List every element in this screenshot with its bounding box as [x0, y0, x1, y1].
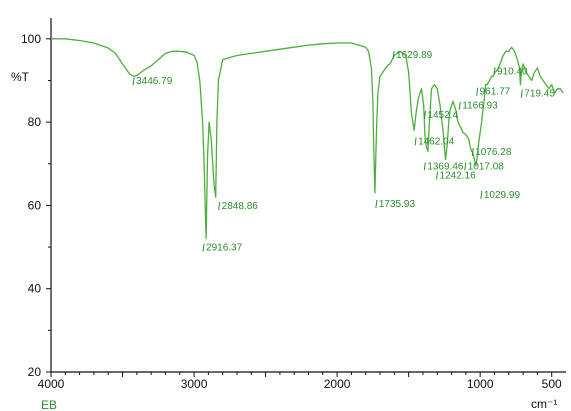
peak-annotation: 1076.28 — [471, 147, 512, 158]
peak-annotation: 910.40 — [493, 66, 528, 77]
peak-annotation: 719.45 — [520, 89, 555, 100]
peak-annotation: 1166.93 — [458, 101, 498, 112]
peak-marker — [202, 243, 205, 252]
peak-label: 1462.04 — [418, 136, 455, 147]
peak-marker — [436, 171, 439, 180]
spectrum-series — [51, 38, 564, 240]
peak-marker — [493, 67, 496, 76]
peak-annotation: 3446.79 — [132, 76, 173, 87]
peak-marker — [392, 50, 395, 59]
x-tick-label: 1000 — [467, 377, 494, 391]
peak-marker — [423, 162, 426, 171]
peak-label: 1242.16 — [440, 171, 477, 182]
y-tick-label: 20 — [28, 365, 42, 379]
peak-annotation: 2916.37 — [202, 243, 243, 254]
peak-label: 910.40 — [497, 66, 528, 77]
peak-annotation: 1029.99 — [480, 190, 521, 201]
peak-label: 1166.93 — [462, 101, 498, 112]
peak-label: 2916.37 — [206, 243, 243, 254]
y-tick-label: 60 — [28, 198, 42, 212]
peak-label: 1735.93 — [379, 199, 416, 210]
peak-marker — [218, 202, 221, 211]
peak-annotation: 1735.93 — [375, 199, 416, 210]
peak-label: 1369.46 — [427, 161, 464, 172]
peak-annotation: 1629.89 — [392, 50, 433, 61]
peak-marker — [476, 87, 479, 96]
peak-annotation: 1017.08 — [464, 161, 505, 172]
x-tick-label: 3000 — [181, 377, 208, 391]
peak-marker — [464, 162, 467, 171]
y-tick-label: 40 — [28, 282, 42, 296]
peak-marker — [480, 190, 483, 199]
peak-label: 1629.89 — [396, 50, 433, 61]
peak-label: 3446.79 — [136, 76, 173, 87]
peak-annotation: 1369.46 — [423, 161, 464, 172]
peak-label: 1029.99 — [484, 190, 521, 201]
spectrum-line — [51, 38, 564, 240]
peak-marker — [414, 137, 417, 146]
sample-label: EB — [41, 398, 57, 411]
peak-annotation: 1242.16 — [436, 171, 477, 182]
peak-marker — [520, 89, 523, 98]
x-tick-label: 4000 — [38, 377, 65, 391]
peak-marker — [375, 199, 378, 208]
peak-label: 1017.08 — [468, 161, 505, 172]
x-tick-label: 500 — [542, 377, 562, 391]
tick-labels: 20 40 60 80 100 4000 3000 2000 1000 500 — [21, 32, 562, 391]
peak-marker — [471, 148, 474, 157]
peak-annotation: 961.77 — [476, 87, 511, 98]
peak-label: 1452.4 — [427, 110, 458, 121]
axes — [46, 18, 566, 377]
peak-marker — [423, 111, 426, 120]
peak-marker — [458, 101, 461, 110]
peak-label: 1076.28 — [475, 147, 512, 158]
y-tick-label: 80 — [28, 115, 42, 129]
peak-annotation: 1462.04 — [414, 136, 455, 147]
peak-label: 719.45 — [524, 89, 555, 100]
peak-marker — [132, 77, 135, 86]
peak-annotation: 2848.86 — [218, 201, 259, 212]
peak-annotation: 1452.4 — [423, 110, 458, 121]
peak-annotations: 3446.79 2916.37 2848.86 1735.93 1629.89 1462.… — [132, 50, 555, 254]
y-tick-label: 100 — [21, 32, 41, 46]
peak-label: 2848.86 — [222, 201, 259, 212]
y-axis-label: %T — [11, 70, 30, 84]
x-axis-unit-label: cm⁻¹ — [531, 397, 557, 411]
x-tick-label: 2000 — [324, 377, 351, 391]
peak-label: 961.77 — [480, 87, 511, 98]
